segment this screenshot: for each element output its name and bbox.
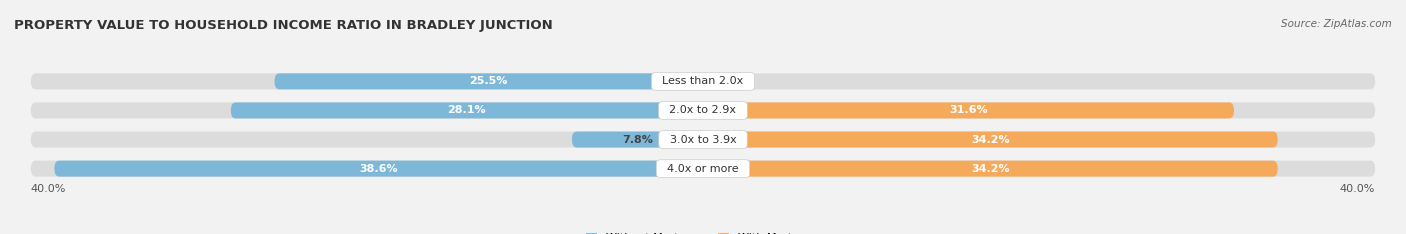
FancyBboxPatch shape [31,161,1375,177]
FancyBboxPatch shape [31,73,1375,89]
Text: 34.2%: 34.2% [972,135,1010,145]
FancyBboxPatch shape [703,102,1234,118]
FancyBboxPatch shape [55,161,703,177]
Text: Source: ZipAtlas.com: Source: ZipAtlas.com [1281,19,1392,29]
Text: 31.6%: 31.6% [949,106,988,115]
Text: 3.0x to 3.9x: 3.0x to 3.9x [662,135,744,145]
FancyBboxPatch shape [703,161,1278,177]
FancyBboxPatch shape [31,132,1375,147]
Text: 7.8%: 7.8% [621,135,652,145]
Legend: Without Mortgage, With Mortgage: Without Mortgage, With Mortgage [586,233,820,234]
Text: 38.6%: 38.6% [360,164,398,174]
Text: 34.2%: 34.2% [972,164,1010,174]
FancyBboxPatch shape [274,73,703,89]
Text: 2.0x to 2.9x: 2.0x to 2.9x [662,106,744,115]
Text: 25.5%: 25.5% [470,76,508,86]
Text: Less than 2.0x: Less than 2.0x [655,76,751,86]
FancyBboxPatch shape [31,102,1375,118]
Text: PROPERTY VALUE TO HOUSEHOLD INCOME RATIO IN BRADLEY JUNCTION: PROPERTY VALUE TO HOUSEHOLD INCOME RATIO… [14,19,553,32]
Text: 40.0%: 40.0% [31,184,66,194]
FancyBboxPatch shape [572,132,703,147]
Text: 4.0x or more: 4.0x or more [661,164,745,174]
Text: 28.1%: 28.1% [447,106,486,115]
FancyBboxPatch shape [231,102,703,118]
FancyBboxPatch shape [703,132,1278,147]
Text: 40.0%: 40.0% [1340,184,1375,194]
